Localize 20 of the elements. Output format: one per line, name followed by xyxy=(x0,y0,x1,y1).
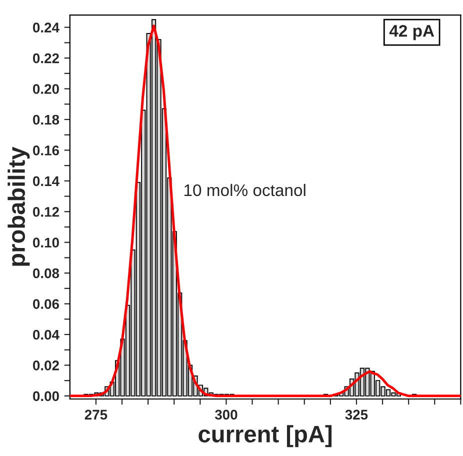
y-tick-label: 0.06 xyxy=(33,299,59,309)
annotation: 10 mol% octanol xyxy=(184,184,306,196)
y-tick-label: 0.16 xyxy=(33,146,59,156)
y-tick-label: 0.04 xyxy=(33,330,60,340)
y-tick-label: 0.02 xyxy=(33,360,59,370)
x-tick-label: 325 xyxy=(345,410,368,420)
y-tick-label: 0.20 xyxy=(33,84,59,94)
y-tick-label: 0.08 xyxy=(33,268,60,278)
x-axis-title: current [pA] xyxy=(198,425,332,448)
x-tick-label: 300 xyxy=(214,410,238,420)
y-tick-label: 0.12 xyxy=(33,206,59,217)
annotation: 42 pA xyxy=(389,25,434,40)
x-tick-label: 275 xyxy=(84,410,108,420)
y-tick-label: 0.14 xyxy=(33,176,60,186)
y-tick-label: 0.18 xyxy=(33,114,60,125)
y-tick-label: 0.00 xyxy=(33,391,59,402)
y-tick-label: 0.22 xyxy=(33,53,59,64)
y-tick-label: 0.10 xyxy=(33,238,59,248)
y-axis-title: probability xyxy=(8,146,30,266)
y-tick-label: 0.24 xyxy=(33,22,60,33)
